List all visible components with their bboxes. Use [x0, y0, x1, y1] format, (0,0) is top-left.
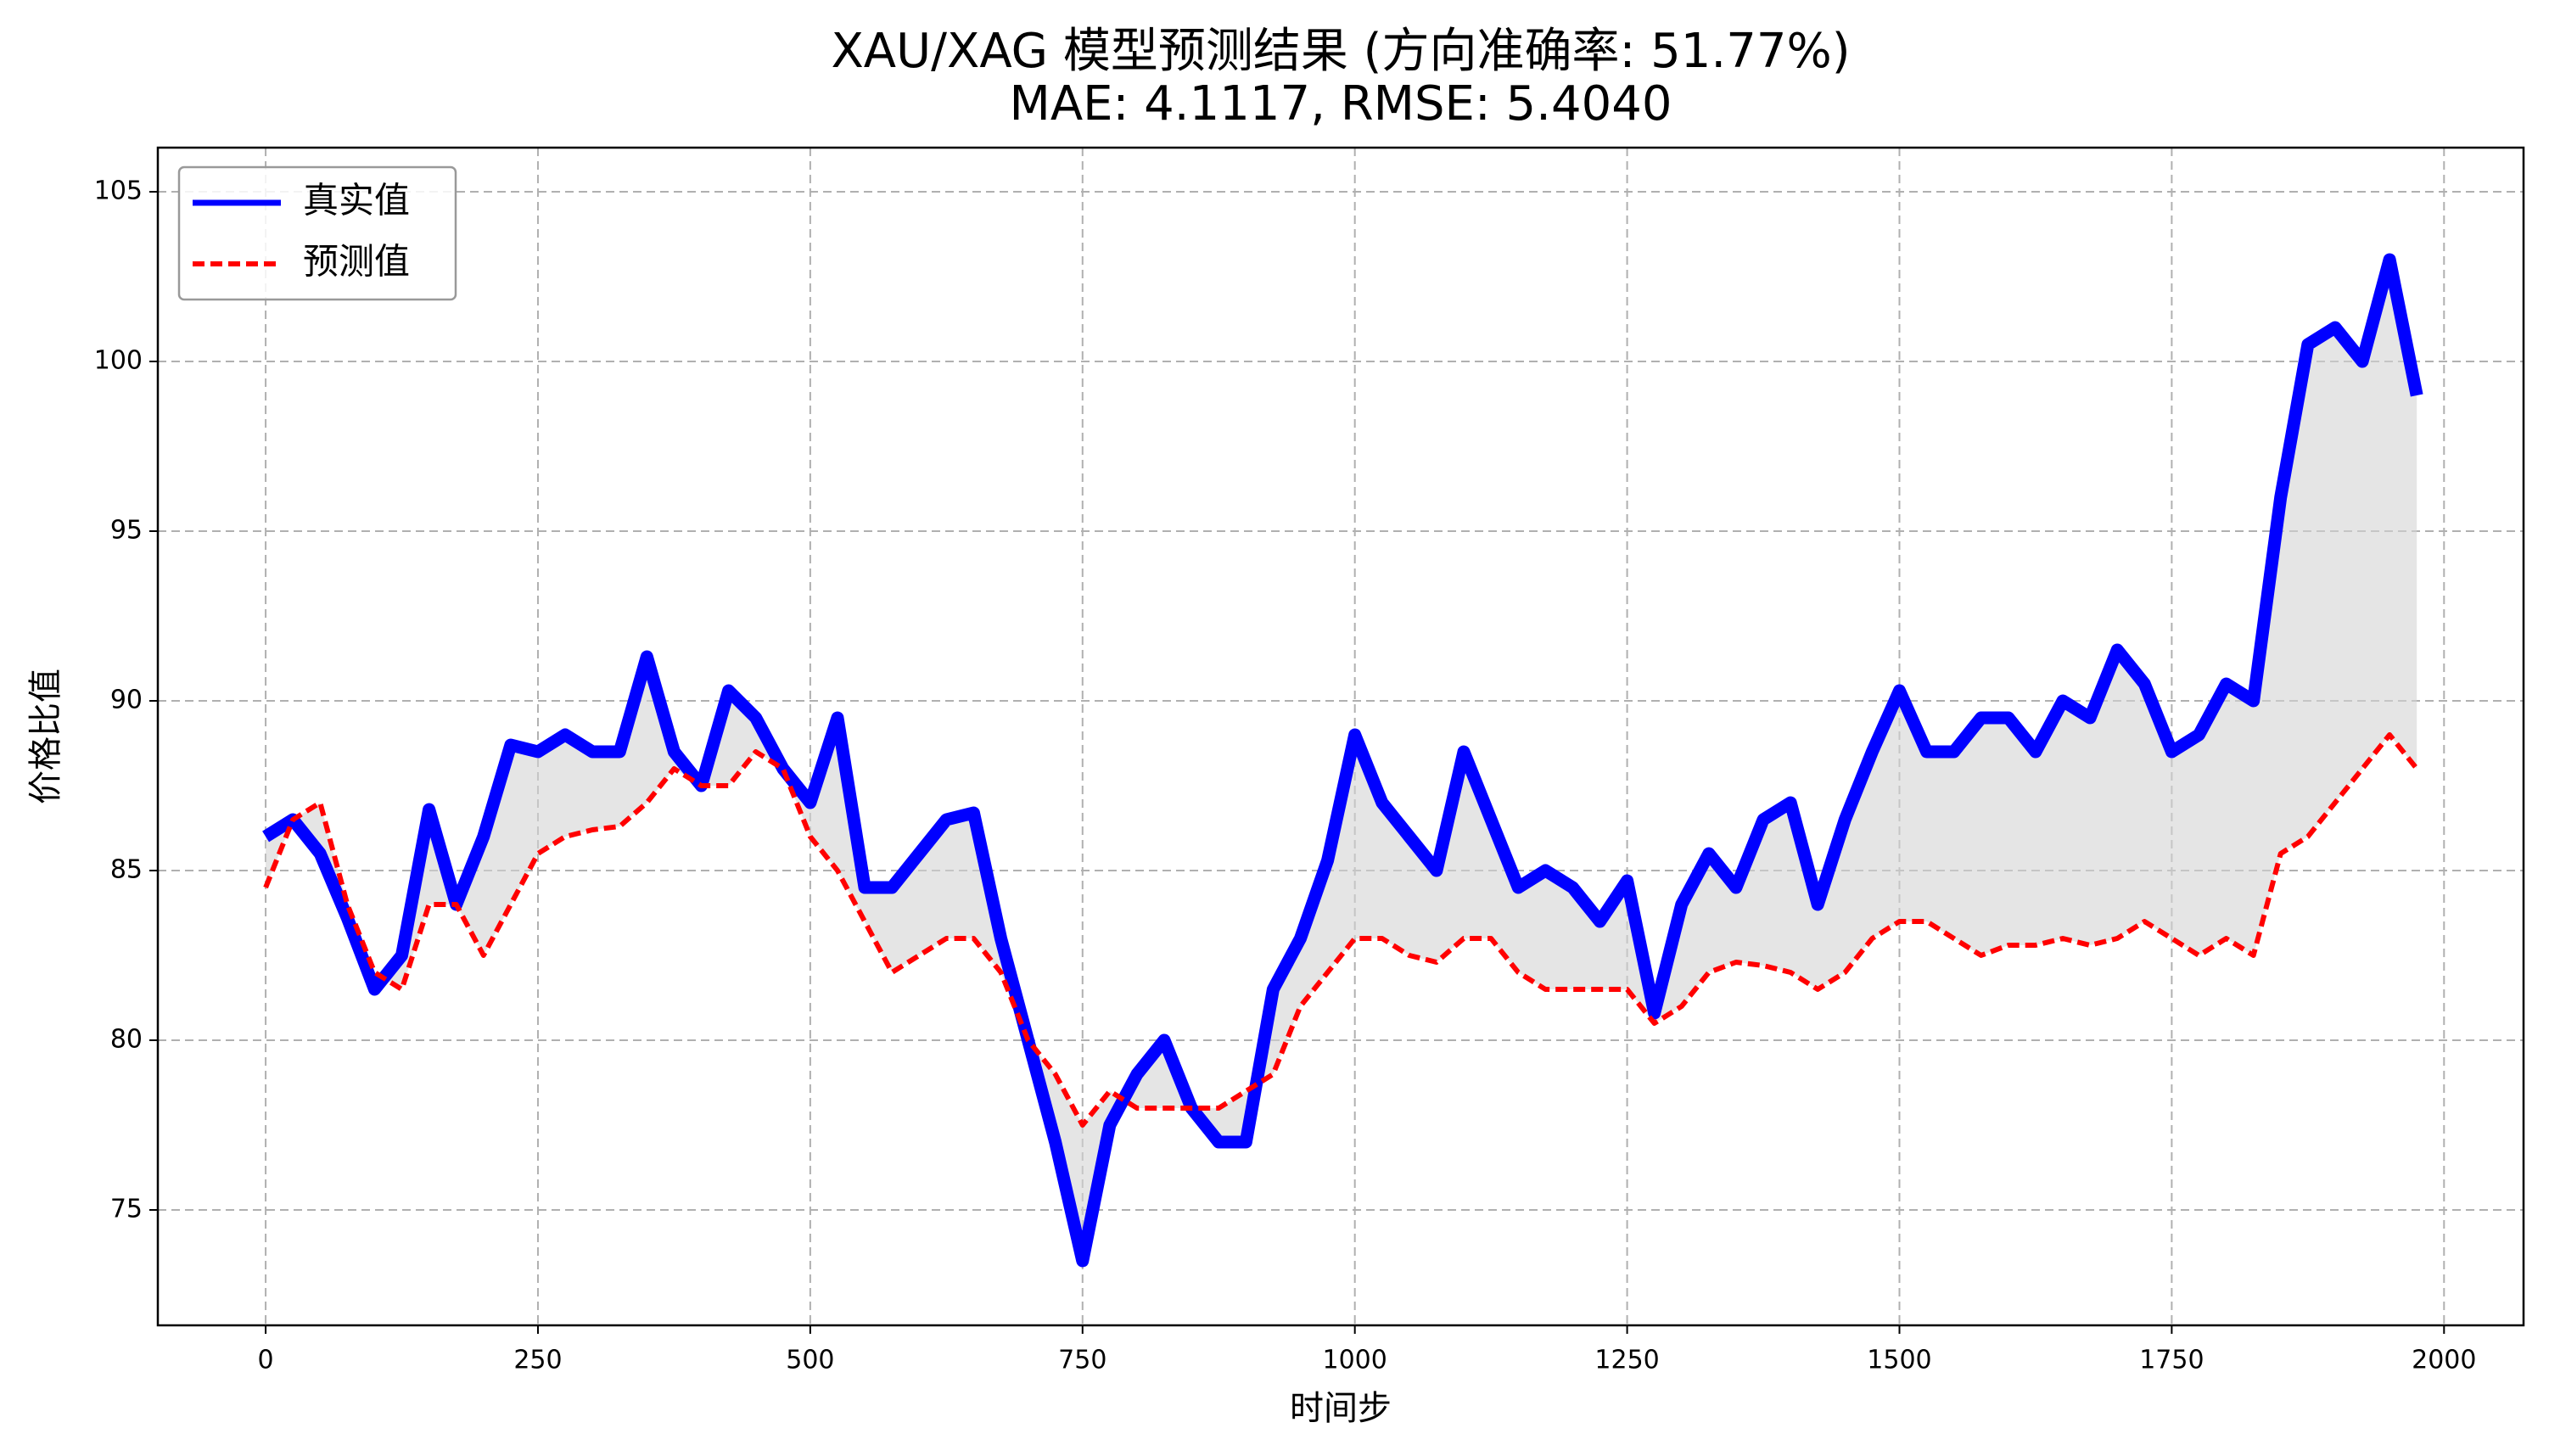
- x-axis-label: 时间步: [1290, 1389, 1392, 1428]
- legend-label: 预测值: [303, 241, 410, 283]
- y-tick-label: 80: [110, 1025, 143, 1055]
- y-tick-label: 85: [110, 855, 143, 885]
- plot-frame: [156, 146, 2525, 1327]
- x-tick-label: 500: [786, 1346, 834, 1375]
- y-tick-label: 100: [94, 346, 143, 376]
- series-line: [262, 253, 2423, 1268]
- y-axis-label: 价格比值: [26, 669, 65, 804]
- chart-title: XAU/XAG 模型预测结果 (方向准确率: 51.77%): [831, 24, 1850, 79]
- y-tick-label: 95: [110, 516, 143, 546]
- y-tick-label: 105: [94, 176, 143, 206]
- legend-label: 真实值: [303, 180, 410, 221]
- y-tick-label: 75: [110, 1195, 143, 1224]
- x-tick-label: 0: [258, 1346, 274, 1375]
- x-tick-label: 750: [1058, 1346, 1106, 1375]
- chart-subtitle: MAE: 4.1117, RMSE: 5.4040: [1010, 76, 1672, 132]
- x-tick-label: 250: [513, 1346, 562, 1375]
- x-tick-label: 1500: [1867, 1346, 1931, 1375]
- y-tick-label: 90: [110, 686, 143, 715]
- x-tick-label: 1000: [1323, 1346, 1387, 1375]
- x-tick-label: 2000: [2412, 1346, 2476, 1375]
- x-tick-label: 1750: [2139, 1346, 2204, 1375]
- x-tick-label: 1250: [1594, 1346, 1659, 1375]
- series-line: [263, 732, 2419, 1128]
- fill-between: [266, 260, 2417, 1261]
